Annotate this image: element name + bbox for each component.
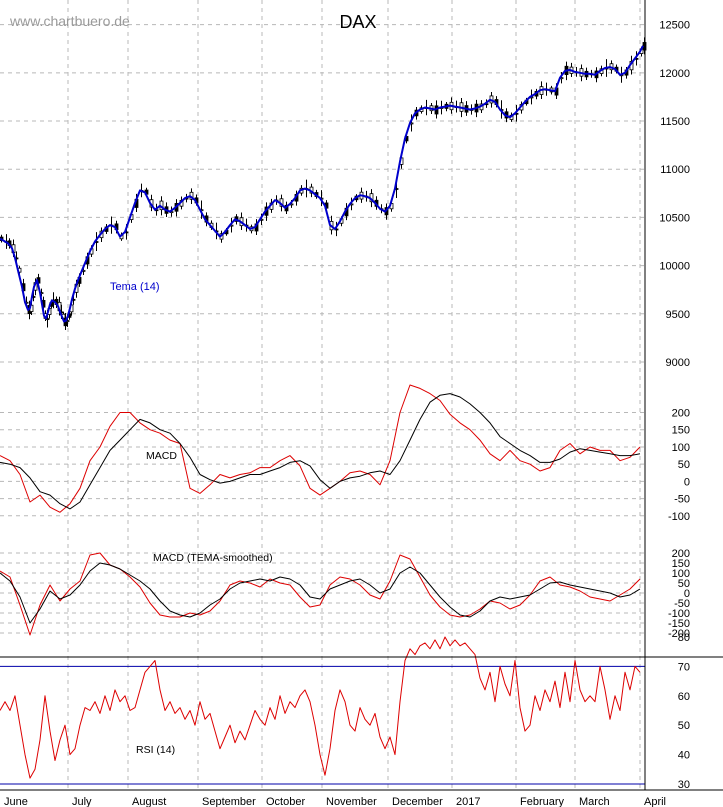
y-tick-label: 150	[672, 558, 690, 570]
grid-layer	[0, 0, 645, 790]
month-label: February	[520, 796, 565, 807]
tick-layer: 90009500100001050011000115001200012500-1…	[4, 20, 690, 807]
y-tick-label: 80	[678, 632, 690, 644]
y-tick-label: 0	[684, 588, 690, 600]
month-label: September	[202, 796, 256, 807]
label-layer: www.chartbuero.de DAX Tema (14) MACD MAC…	[9, 12, 377, 756]
y-tick-label: -200	[668, 628, 690, 640]
y-tick-label: 9500	[666, 309, 690, 321]
month-label: October	[266, 796, 305, 807]
tema-line	[0, 45, 644, 323]
month-label: June	[4, 796, 28, 807]
series-layer	[0, 37, 647, 785]
month-label: 2017	[456, 796, 480, 807]
month-label: April	[644, 796, 666, 807]
macd-line	[0, 393, 641, 510]
y-tick-label: -100	[668, 608, 690, 620]
macd-signal-line	[0, 384, 641, 513]
y-tick-label: 11500	[660, 116, 690, 128]
y-tick-label: -150	[668, 618, 690, 630]
month-label: July	[72, 796, 92, 807]
y-tick-label: 12000	[659, 68, 690, 80]
y-tick-label: 0	[684, 476, 690, 488]
y-tick-label: 70	[678, 661, 690, 673]
y-tick-label: 200	[672, 408, 690, 420]
y-tick-label: -50	[674, 598, 690, 610]
month-label: November	[326, 796, 377, 807]
chart-title: DAX	[339, 12, 376, 32]
y-tick-label: 9000	[666, 357, 690, 369]
y-tick-label: 100	[672, 442, 690, 454]
watermark: www.chartbuero.de	[9, 13, 130, 29]
y-tick-label: 50	[678, 459, 690, 471]
y-tick-label: 30	[678, 779, 690, 791]
y-tick-label: 50	[678, 720, 690, 732]
y-tick-label: 50	[678, 578, 690, 590]
y-tick-label: 150	[672, 425, 690, 437]
y-tick-label: 12500	[659, 20, 690, 32]
y-tick-label: 40	[678, 750, 690, 762]
y-tick-label: 100	[672, 568, 690, 580]
macd-tema-label: MACD (TEMA-smoothed)	[153, 552, 273, 564]
tema-label: Tema (14)	[110, 281, 160, 293]
y-tick-label: 11000	[660, 164, 690, 176]
macd-tema-signal-line	[0, 552, 641, 636]
y-tick-label: -100	[668, 511, 690, 523]
y-tick-label: 10000	[659, 261, 690, 273]
y-tick-label: 10500	[659, 212, 690, 224]
month-label: March	[579, 796, 610, 807]
rsi-line	[0, 636, 641, 779]
y-tick-label: -50	[674, 494, 690, 506]
rsi-label: RSI (14)	[136, 744, 175, 756]
month-label: December	[392, 796, 443, 807]
month-label: August	[132, 796, 166, 807]
y-tick-label: 60	[678, 691, 690, 703]
macd-label: MACD	[146, 450, 177, 462]
y-tick-label: 200	[672, 548, 690, 560]
macd-tema-line	[0, 562, 641, 624]
